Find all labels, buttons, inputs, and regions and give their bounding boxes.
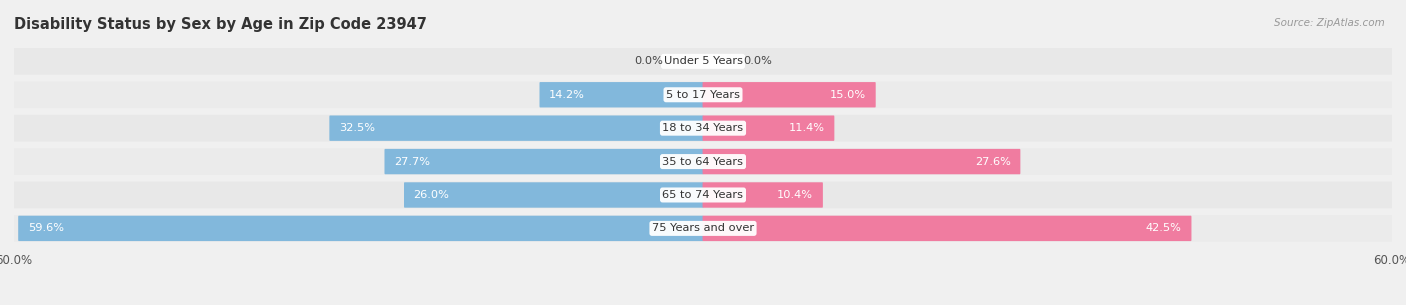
FancyBboxPatch shape (703, 182, 823, 208)
FancyBboxPatch shape (18, 216, 703, 241)
FancyBboxPatch shape (3, 181, 1403, 208)
Text: 15.0%: 15.0% (830, 90, 866, 100)
FancyBboxPatch shape (3, 215, 1403, 242)
Text: 10.4%: 10.4% (778, 190, 813, 200)
Text: 32.5%: 32.5% (339, 123, 375, 133)
Text: 27.6%: 27.6% (974, 156, 1011, 167)
FancyBboxPatch shape (3, 81, 1403, 108)
FancyBboxPatch shape (540, 82, 703, 107)
Text: 35 to 64 Years: 35 to 64 Years (662, 156, 744, 167)
Text: 65 to 74 Years: 65 to 74 Years (662, 190, 744, 200)
FancyBboxPatch shape (703, 116, 834, 141)
FancyBboxPatch shape (703, 149, 1021, 174)
Text: 27.7%: 27.7% (394, 156, 430, 167)
Text: 14.2%: 14.2% (550, 90, 585, 100)
Text: 18 to 34 Years: 18 to 34 Years (662, 123, 744, 133)
FancyBboxPatch shape (384, 149, 703, 174)
FancyBboxPatch shape (3, 48, 1403, 75)
Text: 59.6%: 59.6% (28, 223, 63, 233)
Text: 0.0%: 0.0% (744, 56, 772, 66)
Text: 26.0%: 26.0% (413, 190, 450, 200)
Text: Disability Status by Sex by Age in Zip Code 23947: Disability Status by Sex by Age in Zip C… (14, 16, 427, 31)
FancyBboxPatch shape (404, 182, 703, 208)
Text: 42.5%: 42.5% (1146, 223, 1182, 233)
Text: 75 Years and over: 75 Years and over (652, 223, 754, 233)
Text: Source: ZipAtlas.com: Source: ZipAtlas.com (1274, 18, 1385, 28)
Text: 0.0%: 0.0% (634, 56, 662, 66)
FancyBboxPatch shape (329, 116, 703, 141)
Text: 5 to 17 Years: 5 to 17 Years (666, 90, 740, 100)
FancyBboxPatch shape (3, 148, 1403, 175)
Text: Under 5 Years: Under 5 Years (664, 56, 742, 66)
FancyBboxPatch shape (3, 115, 1403, 142)
FancyBboxPatch shape (703, 216, 1191, 241)
Text: 11.4%: 11.4% (789, 123, 825, 133)
FancyBboxPatch shape (703, 82, 876, 107)
